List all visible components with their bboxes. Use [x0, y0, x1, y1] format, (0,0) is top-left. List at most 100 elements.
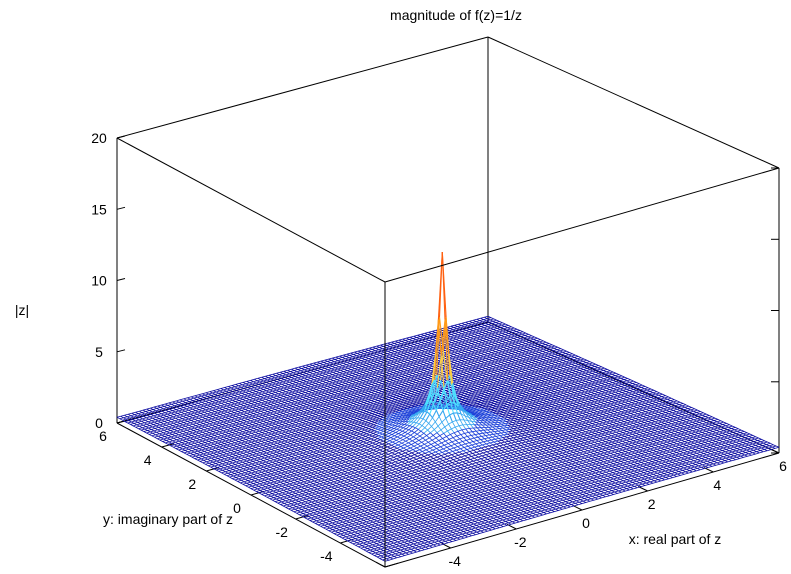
mesh-line — [463, 325, 468, 328]
mesh-line — [140, 429, 144, 432]
mesh-line — [183, 414, 188, 417]
mesh-line — [402, 337, 407, 340]
mesh-line — [342, 356, 347, 358]
mesh-line — [246, 380, 251, 382]
mesh-line — [151, 410, 156, 413]
mesh-line — [170, 435, 176, 438]
mesh-line — [362, 354, 367, 357]
mesh-line — [180, 413, 185, 416]
mesh-line — [203, 443, 208, 446]
mesh-line — [276, 371, 281, 374]
mesh-line — [229, 429, 234, 432]
mesh-line — [481, 322, 486, 325]
mesh-line — [226, 437, 231, 439]
mesh-line — [203, 396, 208, 398]
mesh-line — [221, 425, 226, 428]
mesh-line — [250, 410, 255, 413]
mesh-line — [230, 386, 235, 389]
mesh-line — [175, 440, 180, 443]
mesh-line — [127, 422, 131, 425]
mesh-line — [242, 421, 247, 424]
mesh-line — [359, 355, 364, 358]
mesh-line — [153, 429, 158, 432]
mesh-line — [222, 390, 227, 393]
mesh-line — [218, 391, 223, 394]
mesh-line — [457, 325, 462, 327]
mesh-line — [200, 397, 205, 399]
mesh-line — [116, 415, 121, 418]
mesh-line — [335, 355, 340, 358]
mesh-line — [210, 396, 215, 399]
mesh-line — [156, 430, 161, 433]
mesh-line — [370, 352, 375, 355]
mesh-line — [142, 408, 147, 411]
mesh-line — [270, 417, 275, 420]
mesh-line — [150, 406, 155, 409]
mesh-line — [208, 439, 213, 442]
mesh-line — [171, 402, 176, 405]
mesh-line — [228, 391, 233, 393]
mesh-line — [245, 414, 250, 416]
mesh-line — [212, 391, 217, 394]
mesh-line — [164, 435, 169, 437]
mesh-line — [230, 427, 235, 429]
mesh-line — [182, 447, 187, 450]
mesh-line — [120, 414, 125, 417]
mesh-line — [304, 368, 309, 371]
mesh-line — [386, 344, 391, 346]
mesh-line — [148, 417, 153, 420]
mesh-line — [212, 415, 217, 417]
mesh-line — [205, 423, 210, 426]
mesh-line — [302, 364, 307, 367]
mesh-line — [132, 425, 136, 428]
mesh-line — [397, 343, 402, 346]
mesh-line — [210, 435, 215, 437]
mesh-line — [449, 327, 454, 329]
mesh-line — [165, 417, 170, 420]
mesh-line — [219, 436, 224, 439]
mesh-line — [237, 386, 242, 389]
mesh-line — [352, 355, 357, 358]
mesh-line — [269, 379, 274, 382]
mesh-line — [257, 376, 262, 379]
mesh-line — [479, 319, 484, 321]
mesh-line — [177, 435, 182, 438]
mesh-line — [209, 431, 214, 433]
mesh-line — [185, 440, 190, 442]
surface-mesh — [116, 251, 780, 562]
mesh-line — [204, 441, 209, 443]
mesh-line — [141, 411, 146, 413]
mesh-line — [421, 332, 426, 335]
mesh-line — [160, 436, 165, 438]
mesh-line — [271, 375, 276, 377]
mesh-line — [244, 384, 249, 387]
mesh-line — [159, 438, 164, 441]
mesh-line — [183, 429, 188, 432]
mesh-line — [283, 411, 288, 414]
mesh-line — [376, 344, 381, 347]
mesh-line — [312, 364, 317, 366]
mesh-line — [178, 418, 183, 421]
y-tick-mark — [161, 443, 175, 448]
mesh-line — [219, 415, 224, 418]
mesh-line — [205, 432, 210, 435]
mesh-line — [426, 335, 431, 338]
mesh-line — [248, 383, 253, 386]
mesh-line — [188, 447, 193, 450]
mesh-line — [142, 426, 147, 429]
mesh-line — [217, 426, 222, 429]
mesh-line — [323, 361, 328, 363]
mesh-line — [343, 353, 348, 356]
mesh-line — [388, 347, 393, 350]
mesh-line — [404, 341, 409, 344]
mesh-line — [176, 399, 181, 402]
mesh-line — [340, 360, 345, 363]
mesh-line — [193, 396, 198, 399]
mesh-line — [205, 391, 210, 394]
mesh-line — [413, 334, 418, 337]
mesh-line — [239, 413, 244, 416]
mesh-line — [216, 420, 222, 423]
mesh-line — [144, 421, 149, 424]
mesh-line — [173, 445, 178, 448]
mesh-line — [216, 390, 221, 393]
